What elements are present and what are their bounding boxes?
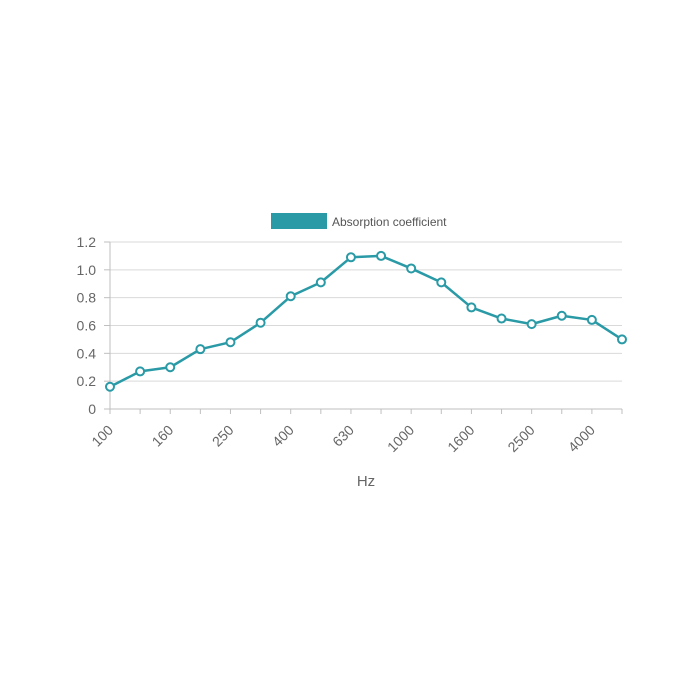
- data-point[interactable]: [345, 252, 356, 263]
- legend-swatch: [271, 213, 327, 229]
- x-tick-label: 160: [149, 422, 177, 450]
- data-point[interactable]: [285, 291, 296, 302]
- x-axis: 100 160 250 400 630 1000 1600 2500 4000: [88, 409, 623, 455]
- data-point[interactable]: [496, 313, 507, 324]
- y-tick-label: 0.6: [77, 318, 97, 334]
- y-tick-label: 1.0: [77, 262, 97, 278]
- y-tick-label: 0.4: [77, 345, 97, 361]
- series-absorption: [105, 250, 627, 392]
- x-axis-title: Hz: [357, 473, 375, 490]
- data-point[interactable]: [526, 319, 537, 330]
- x-tick-label: 2500: [504, 422, 537, 455]
- x-tick-label: 400: [269, 422, 297, 450]
- data-point[interactable]: [436, 277, 447, 288]
- x-tick-label: 4000: [565, 422, 598, 455]
- legend-label: Absorption coefficient: [332, 215, 447, 229]
- data-point[interactable]: [406, 263, 417, 274]
- data-point[interactable]: [315, 277, 326, 288]
- data-point[interactable]: [586, 314, 597, 325]
- data-point[interactable]: [617, 334, 627, 345]
- data-point[interactable]: [556, 310, 567, 321]
- y-axis: 0 0.2 0.4 0.6 0.8 1.0 1.2: [77, 234, 111, 417]
- x-tick-label: 1600: [444, 422, 477, 455]
- data-point[interactable]: [225, 337, 236, 348]
- x-tick-label: 100: [88, 422, 116, 450]
- data-point[interactable]: [135, 366, 146, 377]
- x-tick-label: 630: [329, 422, 357, 450]
- data-point[interactable]: [466, 302, 477, 313]
- y-tick-label: 0: [88, 401, 96, 417]
- grid-lines: [110, 241, 622, 410]
- data-point[interactable]: [376, 250, 387, 261]
- y-tick-label: 1.2: [77, 234, 97, 250]
- x-tick-label: 1000: [384, 422, 417, 455]
- data-point[interactable]: [195, 344, 206, 355]
- y-tick-label: 0.2: [77, 373, 97, 389]
- data-point[interactable]: [165, 362, 176, 373]
- series-line: [109, 254, 623, 388]
- x-tick-label: 250: [209, 422, 237, 450]
- data-point[interactable]: [105, 381, 115, 392]
- y-tick-label: 0.8: [77, 290, 97, 306]
- legend[interactable]: Absorption coefficient: [271, 213, 447, 229]
- data-point[interactable]: [255, 317, 266, 328]
